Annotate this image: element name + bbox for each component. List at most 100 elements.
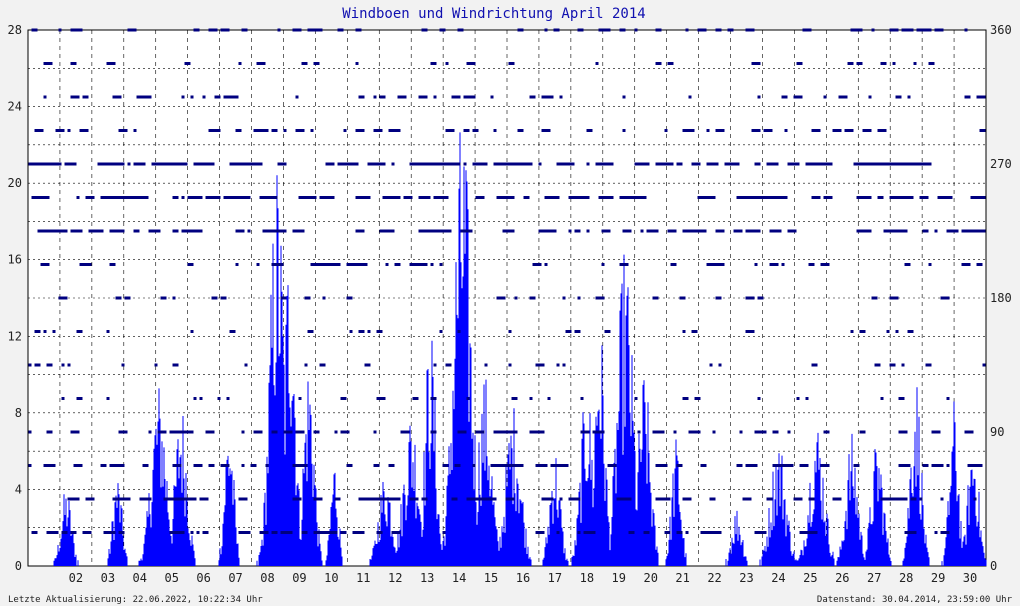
direction-point <box>664 129 668 132</box>
y-right-tick-label: 180 <box>990 291 1012 305</box>
x-tick-label: 19 <box>612 571 626 585</box>
direction-point <box>352 531 356 534</box>
direction-point <box>325 263 329 266</box>
direction-point <box>868 95 872 99</box>
direction-point <box>838 129 842 132</box>
direction-point <box>334 497 338 501</box>
direction-point <box>382 95 386 99</box>
direction-point <box>439 196 443 199</box>
x-tick-label: 17 <box>548 571 562 585</box>
direction-point <box>856 28 860 32</box>
direction-point <box>187 229 191 233</box>
direction-point <box>202 531 206 534</box>
direction-point <box>685 229 689 233</box>
direction-point <box>685 397 689 400</box>
direction-point <box>898 162 902 166</box>
direction-point <box>904 229 908 233</box>
direction-point <box>508 430 512 434</box>
direction-point <box>76 196 80 199</box>
direction-row <box>28 464 983 467</box>
direction-point <box>934 229 938 233</box>
direction-point <box>319 196 323 199</box>
direction-point <box>148 229 152 233</box>
direction-point <box>298 28 302 32</box>
direction-point <box>442 229 446 233</box>
direction-point <box>937 28 941 32</box>
direction-point <box>901 464 905 467</box>
direction-point <box>961 263 965 266</box>
direction-point <box>544 263 548 266</box>
direction-point <box>217 95 221 99</box>
direction-point <box>418 95 422 99</box>
direction-point <box>766 162 770 166</box>
direction-point <box>253 129 257 132</box>
direction-point <box>646 162 650 166</box>
direction-point <box>739 464 743 467</box>
direction-point <box>277 28 281 32</box>
direction-point <box>124 296 128 300</box>
direction-point <box>859 62 863 65</box>
direction-point <box>190 95 194 99</box>
direction-point <box>799 95 803 99</box>
direction-point <box>577 28 581 32</box>
direction-point <box>229 162 233 166</box>
direction-point <box>616 497 620 501</box>
direction-point <box>46 229 50 233</box>
direction-point <box>835 497 839 501</box>
direction-point <box>601 296 605 300</box>
direction-point <box>400 430 404 434</box>
direction-point <box>205 162 209 166</box>
direction-point <box>769 229 773 233</box>
direction-point <box>682 497 686 501</box>
direction-point <box>880 497 884 501</box>
direction-point <box>313 62 317 65</box>
direction-point <box>337 28 341 32</box>
direction-point <box>526 162 530 166</box>
x-tick-label: 23 <box>739 571 753 585</box>
direction-point <box>301 62 305 65</box>
direction-point <box>553 28 557 32</box>
direction-point <box>964 229 968 233</box>
direction-point <box>73 95 77 99</box>
direction-point <box>184 162 188 166</box>
direction-point <box>532 95 536 99</box>
direction-point <box>508 162 512 166</box>
direction-point <box>562 162 566 166</box>
direction-point <box>727 28 731 32</box>
direction-point <box>472 497 476 501</box>
direction-point <box>634 397 638 400</box>
direction-point <box>40 263 44 266</box>
direction-point <box>574 330 578 333</box>
direction-point <box>265 531 269 534</box>
direction-point <box>31 531 35 534</box>
direction-point <box>304 62 308 65</box>
direction-point <box>667 229 671 233</box>
direction-point <box>43 62 47 65</box>
direction-point <box>691 229 695 233</box>
direction-point <box>940 497 944 501</box>
direction-point <box>652 229 656 233</box>
direction-point <box>598 196 602 199</box>
direction-point <box>385 497 389 501</box>
direction-point <box>406 196 410 199</box>
direction-point <box>181 162 185 166</box>
direction-point <box>361 531 365 534</box>
direction-point <box>523 162 527 166</box>
direction-point <box>910 330 914 333</box>
direction-point <box>544 497 548 501</box>
direction-row <box>58 296 950 300</box>
direction-point <box>754 263 758 266</box>
direction-point <box>55 162 59 166</box>
direction-point <box>118 296 122 300</box>
direction-point <box>661 497 665 501</box>
direction-point <box>751 62 755 65</box>
direction-point <box>319 497 323 501</box>
direction-point <box>796 162 800 166</box>
direction-point <box>235 263 239 266</box>
direction-point <box>712 162 716 166</box>
direction-point <box>790 162 794 166</box>
direction-point <box>82 95 86 99</box>
direction-point <box>775 196 779 199</box>
direction-point <box>322 263 326 266</box>
direction-point <box>895 95 899 99</box>
